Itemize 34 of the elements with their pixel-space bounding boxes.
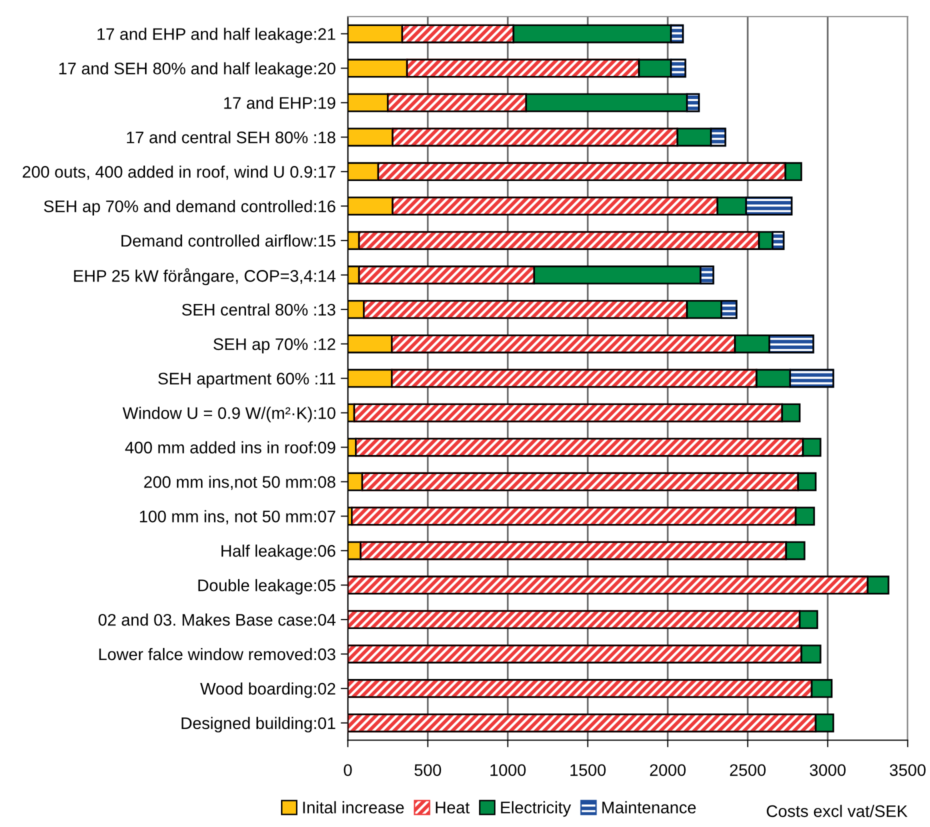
y-tick-label: EHP 25 kW förångare, COP=3,4:14 xyxy=(74,268,336,286)
x-tick-label: 1500 xyxy=(570,764,606,776)
y-tick-label: Half leakage:06 xyxy=(222,544,336,560)
y-tick-label: Wood boarding:02 xyxy=(200,682,336,698)
y-tick-label: Double leakage:05 xyxy=(198,579,336,595)
x-tick-label: 1000 xyxy=(490,764,526,776)
y-tick-label: Window U = 0.9 W/(m²·K):10 xyxy=(122,406,336,422)
y-tick-label: Designed building:01 xyxy=(182,716,336,732)
y-tick-label: Lower falce window removed:03 xyxy=(99,648,336,660)
x-axis-title: Costs excl vat/SEK xyxy=(766,804,908,818)
y-tick-label: SEH central 80% :13 xyxy=(182,303,336,316)
legend-label: Electricity xyxy=(501,801,572,817)
y-tick-label: SEH ap 70% and demand controlled:16 xyxy=(44,200,336,216)
legend-label: Heat xyxy=(436,802,470,814)
y-tick-label: Demand controlled airflow:15 xyxy=(122,234,336,247)
x-tick-label: 3500 xyxy=(890,764,926,776)
x-tick-label: 3000 xyxy=(810,764,846,776)
y-tick-label: 200 outs, 400 added in roof, wind U 0.9:17 xyxy=(22,166,336,180)
y-tick-label: 17 and EHP:19 xyxy=(224,96,336,109)
legend-label: Maintenance xyxy=(602,801,696,814)
y-tick-label: SEH ap 70% :12 xyxy=(214,338,336,354)
x-tick-label: 0 xyxy=(344,764,352,776)
x-tick-label: 2000 xyxy=(650,764,686,776)
y-tick-label: 02 and 03. Makes Base case:04 xyxy=(98,614,336,626)
x-tick-label: 500 xyxy=(414,764,442,776)
y-tick-label: 400 mm added ins in roof:09 xyxy=(125,441,336,454)
y-tick-label: SEH apartment 60% :11 xyxy=(158,372,336,388)
y-tick-label: 200 mm ins,not 50 mm:08 xyxy=(144,476,336,490)
y-tick-label: 17 and EHP and half leakage:21 xyxy=(98,28,336,44)
x-tick-label: 2500 xyxy=(730,764,766,776)
legend-label: Inital increase xyxy=(303,801,404,814)
y-tick-label: 100 mm ins, not 50 mm:07 xyxy=(140,510,336,524)
y-tick-label: 17 and SEH 80% and half leakage:20 xyxy=(59,62,336,78)
y-tick-label: 17 and central SEH 80% :18 xyxy=(126,131,336,144)
